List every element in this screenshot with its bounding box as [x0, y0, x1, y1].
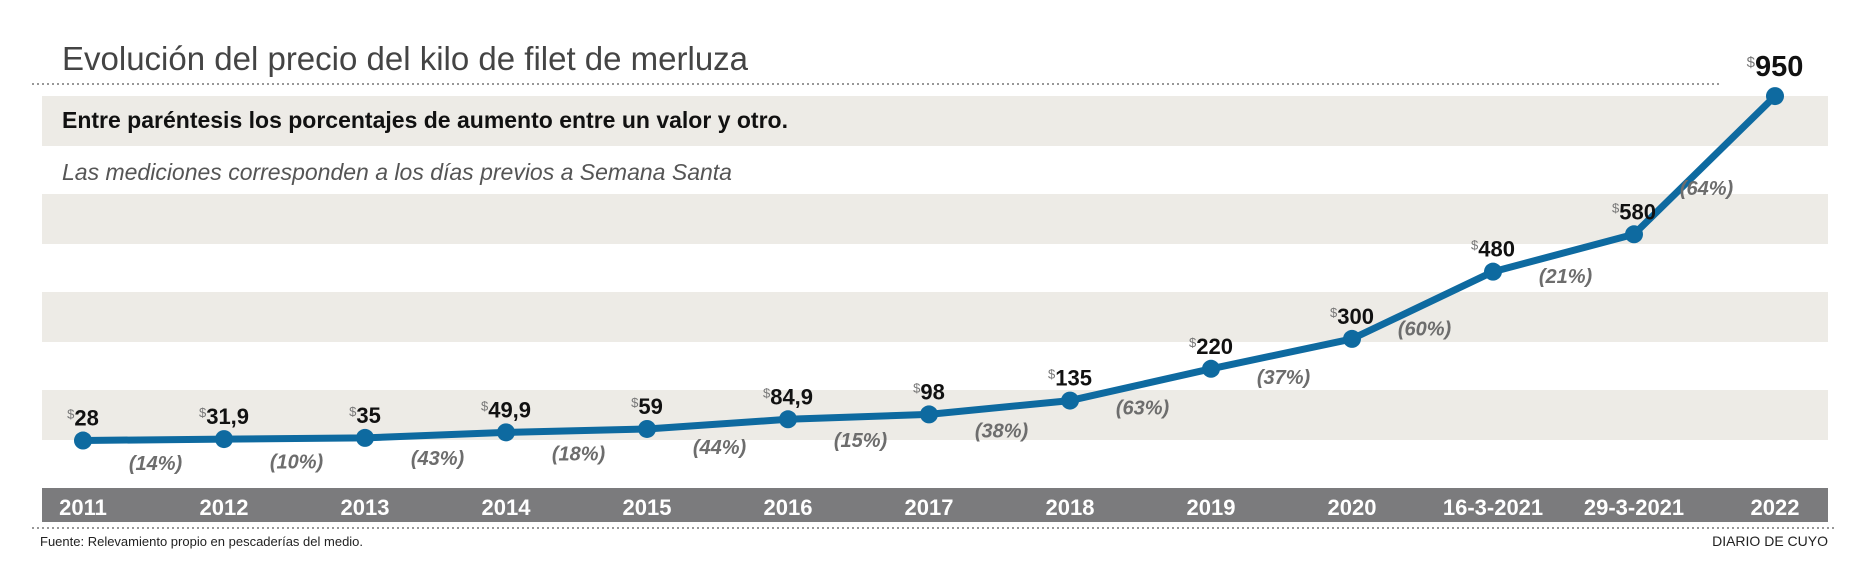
chart-note: Entre paréntesis los porcentajes de aume… — [62, 107, 788, 133]
value-label: $480 — [1471, 237, 1515, 262]
value-label: $950 — [1747, 51, 1804, 83]
source-note: Fuente: Relevamiento propio en pescaderí… — [40, 534, 363, 549]
data-point — [1484, 262, 1502, 281]
value-label: $98 — [913, 379, 945, 404]
data-point — [497, 423, 515, 442]
x-axis-bar — [42, 488, 1828, 522]
percent-label: (21%) — [1539, 266, 1593, 288]
value-label: $31,9 — [199, 404, 249, 429]
percent-label: (37%) — [1257, 367, 1311, 389]
x-tick-label: 2020 — [1328, 495, 1377, 520]
data-points — [74, 87, 1784, 450]
background-bands — [42, 96, 1828, 440]
percentage-labels: (14%) (10%) (43%) (18%) (44%) (15%) (38%) (63%)… — [129, 178, 1734, 475]
x-tick-label: 2015 — [623, 495, 672, 520]
grid-band — [42, 292, 1828, 342]
x-tick-label: 29-3-2021 — [1584, 495, 1684, 520]
value-label: $220 — [1189, 334, 1233, 359]
percent-label: (63%) — [1116, 398, 1170, 420]
data-point — [1343, 329, 1361, 348]
percent-label: (18%) — [552, 444, 606, 466]
value-label: $35 — [349, 403, 381, 428]
percent-label: (43%) — [411, 448, 465, 470]
data-point — [215, 430, 233, 449]
value-labels: $28 $31,9 $35 $49,9 $59 $84,9 $98 $135 $220 $300 $… — [67, 51, 1803, 430]
x-tick-label: 2017 — [905, 495, 954, 520]
percent-label: (60%) — [1398, 318, 1452, 340]
x-tick-label: 16-3-2021 — [1443, 495, 1543, 520]
value-label: $49,9 — [481, 397, 531, 422]
data-point — [1061, 391, 1079, 410]
data-point — [1766, 87, 1784, 106]
x-tick-label: 2012 — [200, 495, 249, 520]
value-label: $135 — [1048, 366, 1092, 391]
percent-label: (15%) — [834, 430, 888, 452]
data-point — [74, 431, 92, 450]
percent-label: (10%) — [270, 452, 324, 474]
value-label: $580 — [1612, 199, 1656, 224]
percent-label: (38%) — [975, 420, 1029, 442]
x-tick-labels: 2011 2012 2013 2014 2015 2016 2017 2018 2019 2020… — [59, 495, 1799, 520]
data-point — [779, 410, 797, 429]
brand-credit: DIARIO DE CUYO — [1712, 533, 1828, 549]
chart-subtitle: Las mediciones corresponden a los días p… — [62, 159, 732, 185]
value-label: $84,9 — [763, 384, 813, 409]
x-tick-label: 2011 — [59, 495, 107, 520]
value-label: $28 — [67, 406, 99, 431]
data-point — [1625, 225, 1643, 244]
data-point — [920, 405, 938, 424]
percent-label: (14%) — [129, 453, 183, 475]
data-point — [356, 428, 374, 447]
data-point — [1202, 359, 1220, 378]
x-tick-label: 2014 — [482, 495, 532, 520]
x-tick-label: 2019 — [1187, 495, 1236, 520]
x-tick-label: 2013 — [341, 495, 390, 520]
value-label: $59 — [631, 394, 663, 419]
data-point — [638, 419, 656, 438]
percent-label: (64%) — [1680, 178, 1734, 200]
chart-title: Evolución del precio del kilo de filet d… — [62, 40, 749, 77]
grid-band — [42, 96, 1828, 146]
percent-label: (44%) — [693, 437, 747, 459]
grid-band — [42, 194, 1828, 244]
value-label: $300 — [1330, 304, 1374, 329]
x-tick-label: 2022 — [1751, 495, 1800, 520]
x-tick-label: 2018 — [1046, 495, 1095, 520]
x-tick-label: 2016 — [764, 495, 813, 520]
